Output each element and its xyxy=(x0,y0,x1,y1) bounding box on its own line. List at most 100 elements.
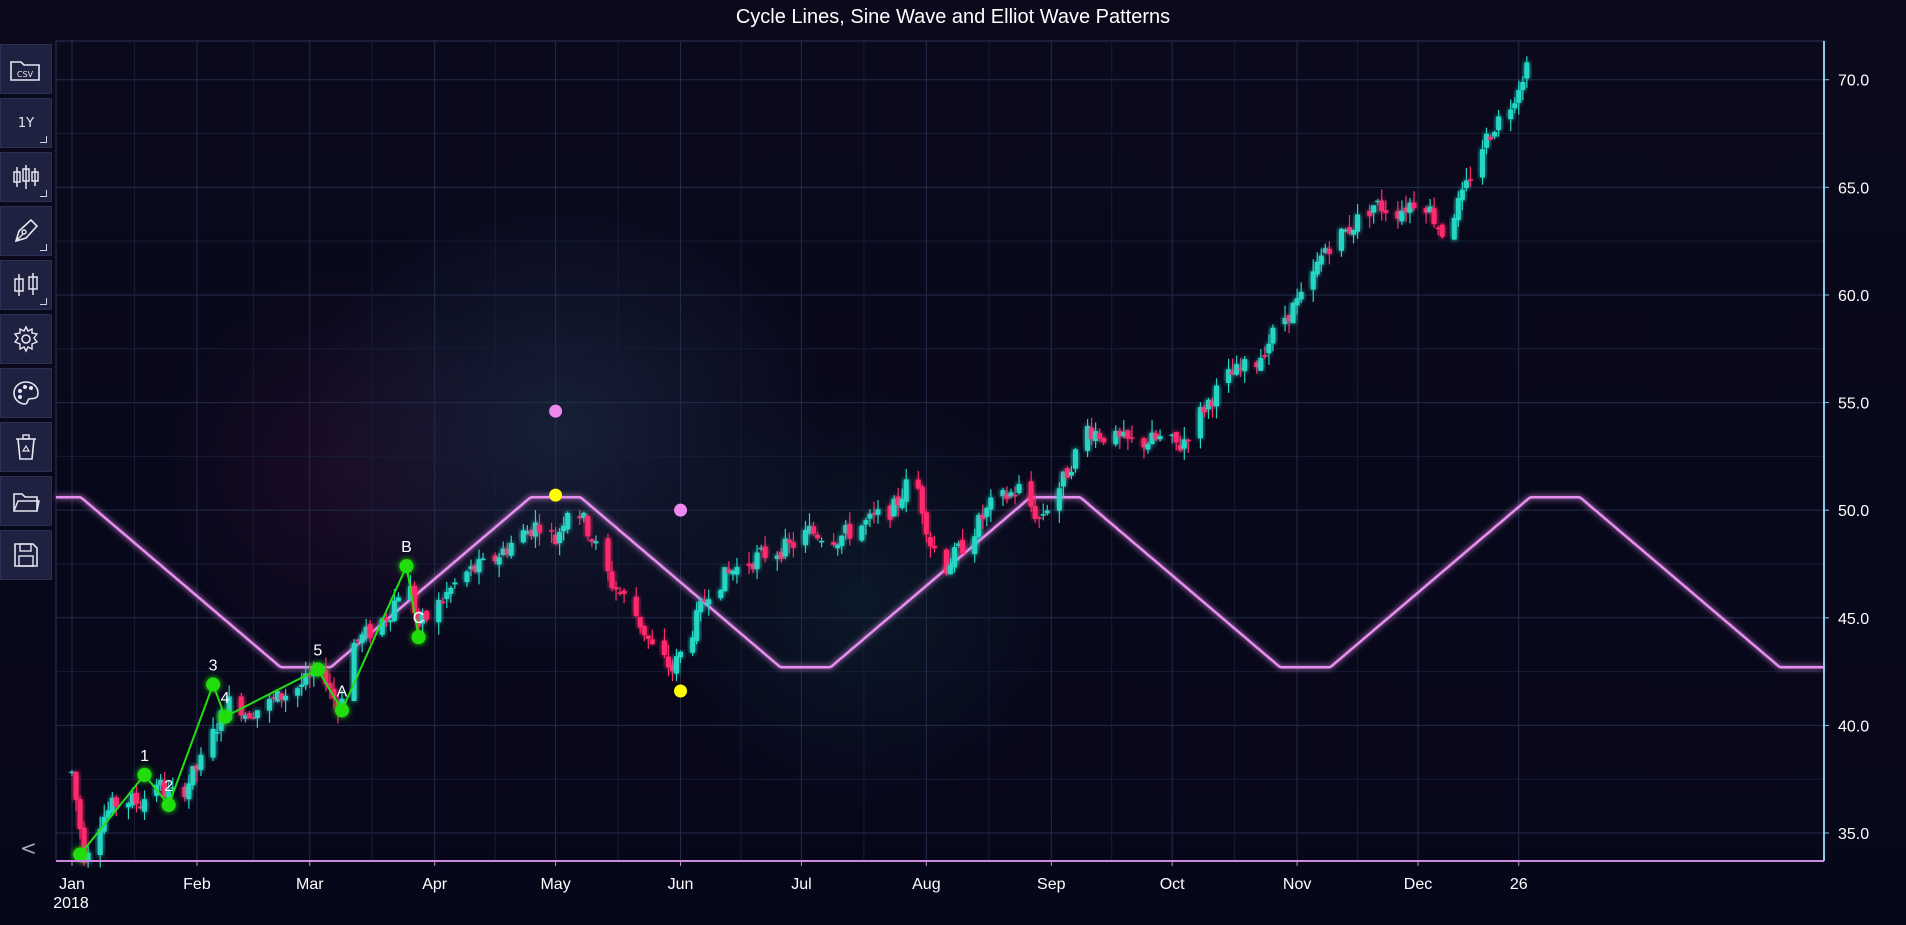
candle-body xyxy=(532,522,538,537)
elliott-wave-point[interactable] xyxy=(206,677,221,692)
open-file-button[interactable] xyxy=(0,476,52,526)
elliott-wave-point[interactable] xyxy=(411,630,426,645)
candle-body xyxy=(1338,228,1344,251)
indicators-button[interactable] xyxy=(0,260,52,310)
delete-drawings-button[interactable] xyxy=(0,422,52,472)
elliott-wave-point[interactable] xyxy=(310,662,325,677)
gear-icon xyxy=(13,325,39,353)
candle-body xyxy=(1072,449,1078,469)
candle-body xyxy=(351,643,357,702)
candle-body xyxy=(440,601,446,604)
candle-body xyxy=(492,555,498,562)
candle-body xyxy=(754,552,760,570)
elliott-wave-point[interactable] xyxy=(399,559,414,574)
candle-body xyxy=(1093,431,1099,441)
y-tick-label: 50.0 xyxy=(1838,503,1869,520)
candle-body xyxy=(1149,432,1155,445)
candle-body xyxy=(395,597,401,602)
candle-body xyxy=(1101,437,1107,443)
candle-body xyxy=(1467,179,1473,181)
candle-body xyxy=(1169,434,1175,437)
candle-body xyxy=(661,640,667,656)
candle-body xyxy=(577,516,583,519)
x-tick-label: May xyxy=(540,876,570,893)
x-tick-label: Mar xyxy=(296,876,324,893)
candle-body xyxy=(674,656,679,674)
cycle-anchor-point[interactable] xyxy=(549,488,563,502)
elliott-wave-layer[interactable]: 12 34 5 A B C xyxy=(73,539,426,862)
elliott-wave-point[interactable] xyxy=(73,847,88,862)
candle-body xyxy=(1270,327,1276,344)
elliott-wave-label: 1 xyxy=(140,748,149,765)
chart-type-button[interactable] xyxy=(0,152,52,202)
x-tick-label: Nov xyxy=(1283,876,1311,893)
timeframe-button[interactable]: 1Y xyxy=(0,98,52,148)
candle-body xyxy=(1201,407,1207,413)
candle-body xyxy=(871,513,877,515)
candle-body xyxy=(1326,248,1332,254)
candle-body xyxy=(1008,492,1014,497)
candle-body xyxy=(1439,224,1445,237)
elliott-wave-point[interactable] xyxy=(335,703,350,718)
candle-body xyxy=(1383,210,1389,213)
cycle-anchor-point[interactable] xyxy=(674,503,688,517)
candle-body xyxy=(1431,208,1437,225)
elliott-wave-point[interactable] xyxy=(161,798,176,813)
candle-body xyxy=(242,715,248,719)
x-tick-label: 26 xyxy=(1510,876,1528,893)
cycle-lines-layer[interactable] xyxy=(549,41,1182,861)
elliott-wave-label: 4 xyxy=(221,690,230,707)
candle-body xyxy=(1040,514,1046,516)
candle-body xyxy=(299,684,305,687)
candle-body xyxy=(1141,438,1147,448)
candle-body xyxy=(1520,82,1526,91)
indicator-icon xyxy=(14,273,38,296)
candle-body xyxy=(698,600,704,613)
theme-button[interactable] xyxy=(0,368,52,418)
candle-body xyxy=(1125,430,1131,439)
save-file-button[interactable] xyxy=(0,530,52,580)
candle-body xyxy=(275,691,281,702)
candle-body xyxy=(1351,230,1357,235)
elliott-wave-point[interactable] xyxy=(218,709,233,724)
cycle-anchor-point[interactable] xyxy=(549,404,563,418)
candle-body xyxy=(97,828,103,855)
candle-body xyxy=(915,479,921,489)
cycle-anchor-point[interactable] xyxy=(674,684,688,698)
candle-body xyxy=(1197,407,1203,439)
candle-body xyxy=(496,557,502,565)
candle-body xyxy=(944,549,950,574)
candle-body xyxy=(641,625,647,636)
candle-body xyxy=(617,592,623,594)
candle-body xyxy=(819,540,825,543)
elliott-wave-point[interactable] xyxy=(137,767,152,782)
load-csv-button[interactable]: CSV xyxy=(0,44,52,94)
candle-body xyxy=(250,717,256,719)
candle-body xyxy=(1379,200,1385,212)
candles-layer[interactable] xyxy=(69,56,1530,868)
drawing-tools-button[interactable] xyxy=(0,206,52,256)
candle-body xyxy=(565,512,571,530)
candle-body xyxy=(246,713,252,719)
csv-icon-label: CSV xyxy=(17,70,34,79)
candle-body xyxy=(1145,444,1151,450)
x-tick-label: Oct xyxy=(1160,876,1185,893)
dropdown-corner-icon xyxy=(40,244,47,251)
settings-button[interactable] xyxy=(0,314,52,364)
candle-body xyxy=(895,496,901,505)
collapse-toolbar-button[interactable]: < xyxy=(20,836,37,860)
candle-body xyxy=(1463,180,1469,189)
candle-body xyxy=(952,547,958,568)
candle-body xyxy=(125,803,131,808)
candle-body xyxy=(734,567,740,575)
candle-body xyxy=(778,551,784,559)
x-tick-label: Jun xyxy=(668,876,694,893)
candle-body xyxy=(669,664,675,672)
candle-body xyxy=(786,539,792,543)
candle-body xyxy=(758,547,764,550)
candle-body xyxy=(190,766,196,786)
candle-body xyxy=(1173,432,1179,443)
candle-body xyxy=(1371,205,1377,213)
